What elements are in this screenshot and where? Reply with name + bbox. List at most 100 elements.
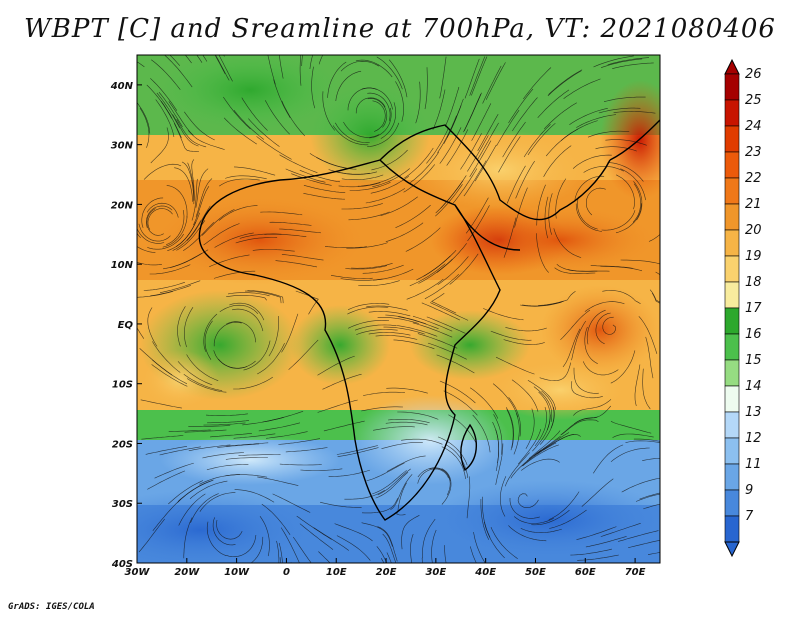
streamline [573, 399, 612, 416]
streamline [145, 446, 188, 455]
streamline [206, 464, 249, 471]
streamline [241, 97, 268, 131]
streamline [260, 211, 303, 216]
streamline [647, 552, 660, 555]
streamline [602, 316, 616, 335]
streamline [215, 55, 230, 81]
streamline [276, 540, 280, 563]
streamline [212, 517, 236, 546]
field-layer [137, 55, 660, 563]
streamline [137, 246, 156, 253]
streamline [397, 411, 439, 420]
streamline [257, 476, 299, 486]
streamline [348, 211, 390, 221]
streamline [137, 283, 138, 284]
streamline [525, 408, 535, 449]
streamline [252, 249, 295, 252]
streamline [620, 168, 646, 201]
streamline [452, 168, 478, 204]
streamline [317, 355, 355, 376]
streamline [328, 469, 370, 477]
streamline [620, 259, 660, 265]
streamline [362, 264, 404, 274]
streamline [143, 163, 182, 180]
streamline [209, 254, 250, 267]
streamline [544, 196, 549, 239]
colorbar-label: 26 [745, 67, 762, 82]
streamline [141, 197, 164, 228]
streamline [593, 55, 634, 68]
streamline [207, 420, 250, 424]
streamline [147, 233, 184, 250]
streamline [576, 114, 616, 128]
colorbar-label: 13 [745, 405, 762, 420]
streamline [335, 171, 378, 175]
streamline [166, 185, 188, 218]
streamline [349, 182, 391, 191]
streamline [267, 55, 276, 85]
x-tick-label: 60E [575, 567, 596, 578]
streamline [257, 342, 285, 375]
streamline [401, 438, 443, 445]
streamline [151, 59, 181, 90]
streamline [444, 86, 460, 127]
streamline [505, 407, 514, 448]
y-tick-label: 40N [110, 81, 134, 92]
colorbar-label: 14 [745, 379, 762, 394]
streamline [607, 162, 644, 182]
streamline [141, 435, 184, 440]
streamline [361, 87, 393, 110]
streamline [386, 455, 426, 472]
streamline [363, 391, 405, 396]
streamline [610, 350, 636, 384]
streamline [151, 364, 188, 387]
streamline [474, 144, 497, 182]
streamline [202, 452, 245, 459]
streamline [247, 290, 284, 304]
streamline [138, 223, 171, 242]
streamline [401, 515, 420, 550]
colorbar-label: 9 [745, 483, 753, 498]
streamline [464, 58, 480, 99]
colorbar-swatch [724, 151, 740, 179]
streamline [493, 414, 503, 455]
colorbar-swatch [724, 281, 740, 309]
streamline [320, 501, 362, 508]
streamline [219, 178, 260, 187]
streamline [383, 326, 425, 335]
streamline [503, 217, 517, 258]
y-tick-label: 20S [112, 439, 133, 450]
streamline [386, 552, 392, 563]
streamline [477, 113, 499, 151]
colorbar-swatch [724, 411, 740, 439]
streamline [372, 100, 386, 132]
colorbar-swatch [724, 359, 740, 387]
streamline [223, 55, 225, 57]
streamline [299, 523, 334, 550]
streamline [469, 140, 492, 177]
credit-label: GrADS: IGES/COLA [8, 602, 95, 612]
streamline [625, 440, 660, 443]
colorbar-swatch [724, 333, 740, 361]
streamline [482, 65, 502, 104]
axis-ticks: 30W 20W 10W 0 10E 20E 30E 40E 50E 60E 70E 40N 30N 20N… [110, 81, 646, 578]
streamline [174, 167, 193, 202]
streamline [441, 446, 466, 479]
streamline [376, 546, 388, 563]
streamline [522, 444, 559, 467]
streamline [334, 523, 373, 542]
streamline [191, 159, 195, 201]
streamline [330, 275, 373, 279]
x-tick-label: 30E [425, 567, 446, 578]
colorbar-label: 7 [745, 509, 754, 524]
colorbar-label: 11 [745, 457, 762, 472]
streamline [470, 546, 477, 563]
colorbar-label: 16 [745, 327, 762, 342]
streamline [417, 333, 458, 349]
streamline [574, 175, 605, 201]
streamline [492, 383, 518, 417]
streamline [533, 386, 553, 423]
streamline [424, 273, 460, 300]
colorbar-label: 24 [745, 119, 762, 134]
streamline [560, 417, 598, 436]
